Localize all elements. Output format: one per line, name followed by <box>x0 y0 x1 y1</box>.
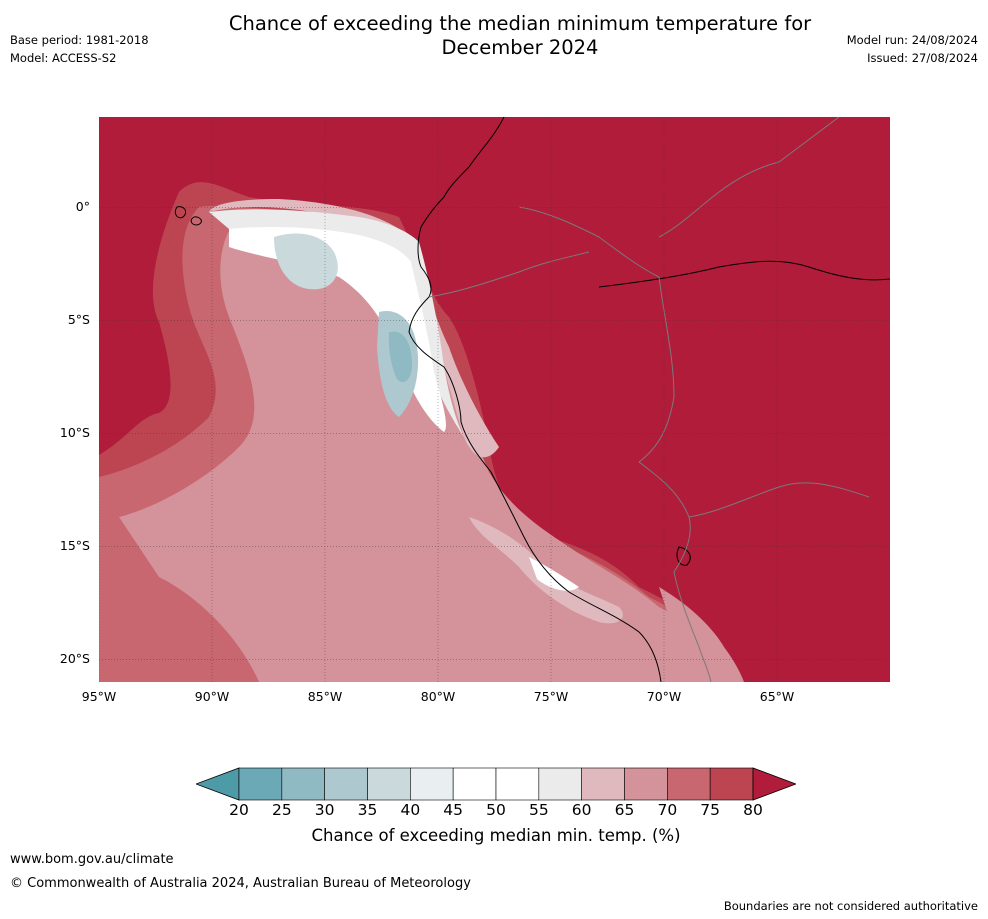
border-peru-brazil <box>638 276 675 463</box>
colorbar-tick-label: 25 <box>271 801 292 819</box>
map-title: Chance of exceeding the median minimum t… <box>228 12 812 59</box>
lon-tick-label: 75°W <box>533 689 569 704</box>
colorbar-tick-label: 60 <box>571 801 592 819</box>
lon-tick-label: 70°W <box>646 689 682 704</box>
border-colombia-brazil <box>658 161 780 238</box>
colorbar-over-arrow <box>752 767 798 801</box>
colorbar-tick-label: 55 <box>528 801 549 819</box>
colorbar-label: Chance of exceeding median min. temp. (%… <box>311 826 681 845</box>
lat-tick-label: 0° <box>75 199 90 215</box>
border-venezuela <box>778 117 840 163</box>
colorbar-tick-label: 65 <box>614 801 635 819</box>
model-name: Model: ACCESS-S2 <box>10 51 117 65</box>
band-50 <box>229 227 446 432</box>
band-40 <box>274 233 338 290</box>
footer-url[interactable]: www.bom.gov.au/climate <box>10 852 174 867</box>
map-panel <box>99 117 890 682</box>
footer-copyright: © Commonwealth of Australia 2024, Austra… <box>10 876 471 891</box>
colorbar-tick-label: 50 <box>486 801 506 819</box>
colorbar-segment <box>281 767 325 801</box>
band-65 <box>119 215 719 682</box>
probability-map <box>99 117 890 682</box>
lat-tick-label: 20°S <box>59 651 90 667</box>
colorbar-tick-label: 80 <box>743 801 763 819</box>
lon-tick-label: 90°W <box>194 689 230 704</box>
coast-south-america <box>408 117 662 682</box>
coast-lake-titicaca <box>676 546 691 566</box>
colorbar-segment <box>452 767 497 801</box>
colorbar-segment <box>667 767 711 801</box>
coastlines <box>174 117 890 682</box>
colorbar-segment <box>624 767 668 801</box>
contour-bands <box>99 182 744 682</box>
meta-left: Base period: 1981-2018 Model: ACCESS-S2 <box>10 31 149 67</box>
colorbar-segment <box>410 767 454 801</box>
lon-tick-label: 85°W <box>307 689 343 704</box>
colorbar-segment <box>495 767 540 801</box>
coast-galapagos <box>174 206 202 226</box>
base-period: Base period: 1981-2018 <box>10 33 149 47</box>
colorbar-segment <box>367 767 411 801</box>
lat-tick-label: 10°S <box>59 425 90 441</box>
colorbar-tick-label: 70 <box>657 801 678 819</box>
border-ecuador-peru <box>428 251 590 298</box>
colorbar-tick-label: 30 <box>314 801 335 819</box>
lon-tick-label: 65°W <box>759 689 795 704</box>
colorbar-segment <box>709 767 754 801</box>
colorbar-under-arrow <box>194 767 240 801</box>
colorbar-segment <box>581 767 625 801</box>
colorbar-tick-label: 75 <box>700 801 721 819</box>
country-borders <box>428 117 870 682</box>
band-bolivia-65 <box>659 587 744 682</box>
colorbar-svg <box>194 767 798 801</box>
footer-note: Boundaries are not considered authoritat… <box>723 899 978 913</box>
lon-tick-label: 95°W <box>81 689 117 704</box>
lon-tick-label: 80°W <box>420 689 456 704</box>
colorbar-tick-label: 40 <box>400 801 421 819</box>
colorbar-tick-label: 45 <box>443 801 464 819</box>
model-run: Model run: 24/08/2024 <box>846 33 978 47</box>
border-peru-bolivia <box>638 461 691 573</box>
colorbar <box>194 766 798 802</box>
lat-tick-label: 15°S <box>59 538 90 554</box>
band-60 <box>209 199 499 458</box>
colorbar-tick-label: 20 <box>229 801 249 819</box>
meta-right: Model run: 24/08/2024 Issued: 27/08/2024 <box>847 31 978 67</box>
gridlines <box>99 117 890 682</box>
border-colombia-peru <box>518 206 660 278</box>
colorbar-segment <box>538 767 582 801</box>
lat-tick-label: 5°S <box>67 312 90 328</box>
issued-date: Issued: 27/08/2024 <box>867 51 978 65</box>
colorbar-segment <box>324 767 368 801</box>
coast-amazon-river <box>598 260 890 288</box>
band-30 <box>388 331 413 383</box>
border-bolivia-brazil <box>688 482 870 518</box>
border-chile-bolivia <box>673 571 712 682</box>
colorbar-tick-label: 35 <box>357 801 378 819</box>
colorbar-segment <box>238 767 283 801</box>
